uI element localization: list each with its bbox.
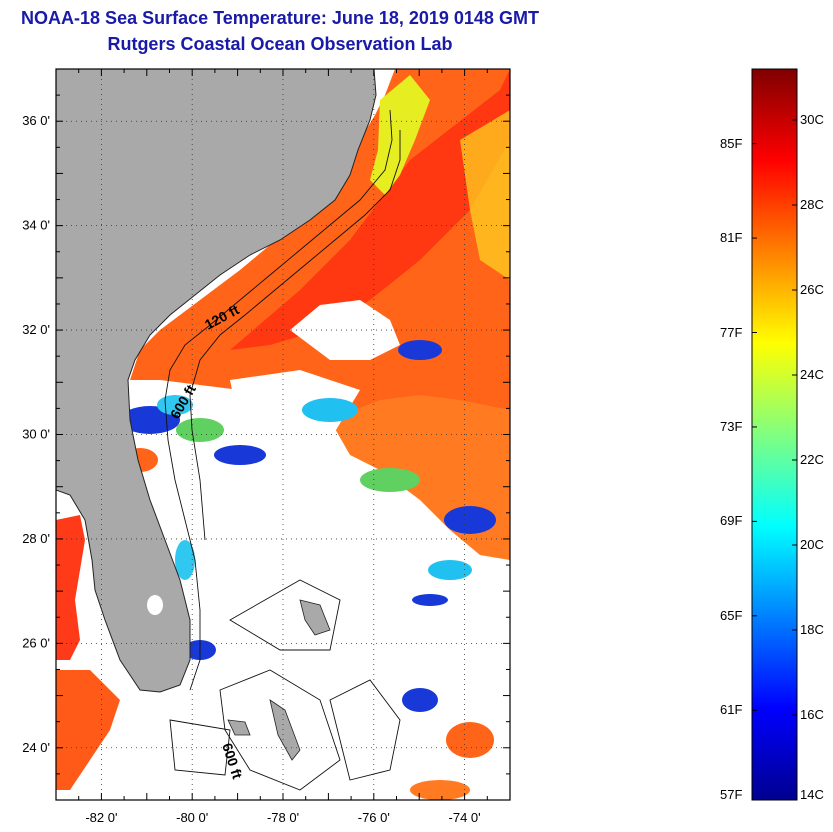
axis-labels: 36 0' 34 0' 32 0' 30 0' 28 0' 26 0' 24 0' -82 0…: [22, 113, 480, 825]
colorbar-fahrenheit-label: 65F: [720, 607, 743, 623]
colorbar-fahrenheit-label: 61F: [720, 702, 743, 718]
lon-label: -80 0': [176, 810, 208, 825]
lon-label: -82 0': [85, 810, 117, 825]
colorbar-celsius-label: 22C: [800, 452, 824, 467]
lat-label: 34 0': [22, 218, 50, 233]
depth-contours: [164, 109, 401, 791]
lon-label: -76 0': [358, 810, 390, 825]
colorbar-celsius-label: 14C: [800, 787, 824, 802]
colorbar-fahrenheit-label: 69F: [720, 513, 743, 529]
colorbar-fahrenheit-label: 81F: [720, 230, 743, 246]
colorbar-celsius-label: 20C: [800, 537, 824, 552]
colorbar-celsius-label: 24C: [800, 367, 824, 382]
ocean-sst-offshore-yellow: [460, 110, 510, 280]
lat-label: 28 0': [22, 531, 50, 546]
colorbar: [751, 68, 798, 801]
ocean-sst-hot: [230, 69, 510, 350]
gulf-sst-patch-south: [56, 670, 120, 790]
colorbar-fahrenheit-label: 73F: [720, 418, 743, 434]
lat-label: 32 0': [22, 322, 50, 337]
lat-label: 30 0': [22, 427, 50, 442]
colorbar-fahrenheit-label: 77F: [720, 324, 743, 340]
colorbar-celsius-label: 26C: [800, 282, 824, 297]
colorbar-celsius-label: 18C: [800, 622, 824, 637]
gulf-sst-patch: [56, 515, 85, 660]
colorbar-fahrenheit-label: 85F: [720, 135, 743, 151]
lake-okeechobee: [147, 595, 163, 615]
map-title: NOAA-18 Sea Surface Temperature: June 18…: [21, 8, 539, 28]
axis-ticks: [55, 68, 511, 801]
land-us-southeast: [56, 69, 377, 693]
lat-label: 24 0': [22, 740, 50, 755]
map-plot-area: 120 ft 600 ft 600 ft: [56, 69, 510, 800]
bahamas-islands: [227, 599, 331, 761]
lat-label: 26 0': [22, 635, 50, 650]
lon-label: -78 0': [267, 810, 299, 825]
colorbar-celsius-label: 28C: [800, 197, 824, 212]
lon-label: -74 0': [449, 810, 481, 825]
colorbar-celsius-label: 16C: [800, 707, 824, 722]
graticule-grid: [56, 69, 510, 800]
map-subtitle: Rutgers Coastal Ocean Observation Lab: [107, 34, 453, 54]
lat-label: 36 0': [22, 113, 50, 128]
cloud-mask-blob: [290, 300, 400, 360]
cloud-mask-blob: [230, 370, 360, 470]
colorbar-fahrenheit-label: 57F: [720, 787, 743, 802]
colorbar-celsius-label: 30C: [800, 112, 824, 127]
colorbar-ticks: [752, 119, 797, 801]
